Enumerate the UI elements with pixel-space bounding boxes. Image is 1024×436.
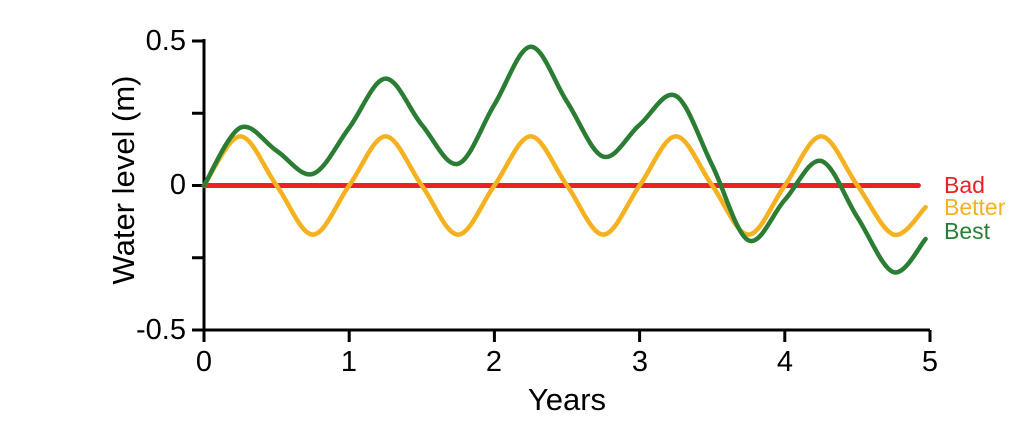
legend-label-better: Better [944, 194, 1006, 220]
x-tick-label-1: 1 [340, 346, 358, 378]
axes-group [192, 39, 932, 342]
x-tick-label-0: 0 [195, 346, 213, 378]
x-tick-label-3: 3 [631, 346, 649, 378]
line-best [201, 44, 928, 275]
x-axis-ticks [202, 330, 932, 342]
y-tick-label-neg0.5: -0.5 [136, 314, 186, 346]
y-tick-label-0.5: 0.5 [145, 25, 186, 57]
x-tick-label-5: 5 [921, 346, 939, 378]
y-axis-title: Water level (m) [106, 75, 141, 285]
y-axis-ticks [192, 39, 204, 332]
y-tick-label-0: 0 [169, 169, 186, 201]
x-tick-label-4: 4 [776, 346, 794, 378]
line-better [201, 134, 928, 237]
legend-label-best: Best [944, 218, 991, 244]
x-axis-title: Years [527, 382, 607, 417]
series-curves-group [201, 44, 928, 275]
x-tick-label-2: 2 [485, 346, 503, 378]
legend-label-bad: Bad [944, 172, 985, 198]
